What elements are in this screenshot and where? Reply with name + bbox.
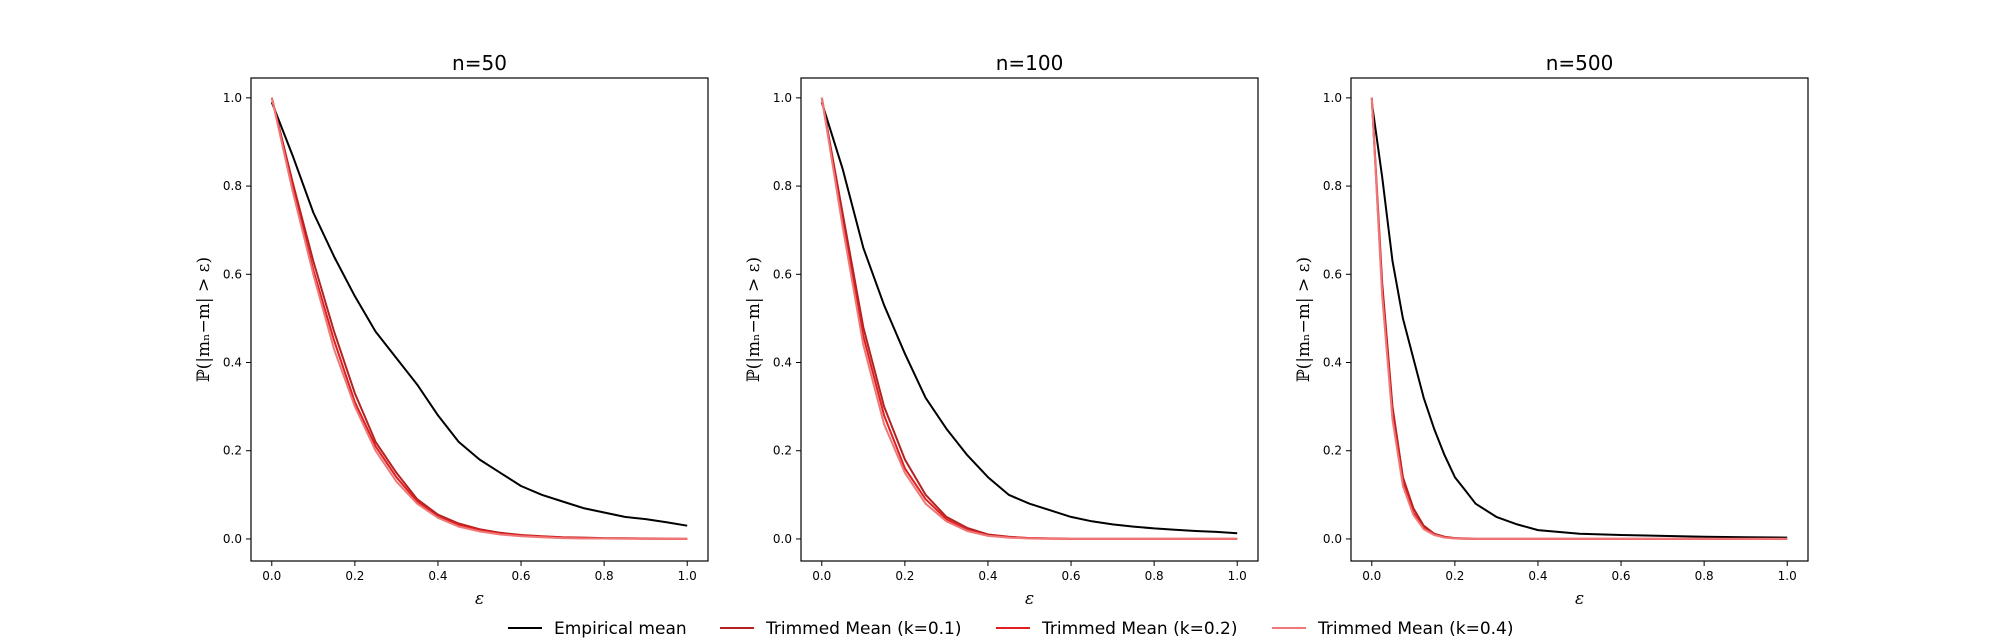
series-line-2	[820, 97, 1238, 540]
x-tick-label: 0.2	[895, 569, 914, 583]
series-line-3	[1370, 97, 1788, 540]
x-tick-label: 0.2	[1445, 569, 1464, 583]
series-line-3	[820, 97, 1238, 540]
y-tick-label: 1.0	[1323, 91, 1342, 105]
y-tick-label: 0.0	[773, 532, 792, 546]
panel-2: n=100 0.0 0.2 0.4 0.6 0.8 1.0 0.0 0.2 0.4 0.6 0.8 1.…	[744, 51, 1259, 609]
plot-frame	[1350, 77, 1809, 562]
legend-item: Trimmed Mean (k=0.4)	[1272, 619, 1513, 639]
x-axis-label: ε	[1575, 589, 1584, 609]
panel-3: n=500 0.0 0.2 0.4 0.6 0.8 1.0 0.0 0.2 0.4 0.6 0.8 1.…	[1294, 51, 1809, 609]
legend-item: Empirical mean	[508, 619, 687, 639]
panel-title: n=100	[996, 51, 1064, 75]
y-tick-label: 0.4	[773, 356, 792, 370]
x-tick-label: 0.4	[978, 569, 997, 583]
y-tick-label: 0.8	[223, 179, 242, 193]
y-axis-label: ℙ(|mₙ−m| > ε)	[194, 257, 214, 382]
plot-frame	[800, 77, 1259, 562]
series-line-1	[820, 102, 1238, 535]
y-tick-label: 0.2	[773, 444, 792, 458]
x-tick-label: 1.0	[678, 569, 697, 583]
legend-item: Trimmed Mean (k=0.2)	[996, 619, 1237, 639]
panels: n=50 0.0 0.2 0.4 0.6 0.8 1.0 0.0 0.2 0.4 0.6 0.8 1.0…	[194, 51, 1809, 609]
x-tick-label: 0.8	[595, 569, 614, 583]
x-tick-label: 1.0	[1228, 569, 1247, 583]
x-tick-label: 0.6	[511, 569, 530, 583]
y-tick-label: 0.4	[1323, 356, 1342, 370]
y-tick-label: 1.0	[223, 91, 242, 105]
panel-1: n=50 0.0 0.2 0.4 0.6 0.8 1.0 0.0 0.2 0.4 0.6 0.8 1.0…	[194, 51, 709, 609]
panel-title: n=500	[1546, 51, 1614, 75]
panel-title: n=50	[452, 51, 507, 75]
legend-label: Trimmed Mean (k=0.4)	[1317, 619, 1513, 639]
x-tick-label: 0.6	[1611, 569, 1630, 583]
x-tick-label: 0.8	[1145, 569, 1164, 583]
y-tick-label: 0.2	[223, 444, 242, 458]
x-axis-label: ε	[475, 589, 484, 609]
x-tick-label: 0.0	[1362, 569, 1381, 583]
series-line-4	[270, 97, 688, 540]
y-tick-label: 0.8	[773, 179, 792, 193]
series-line-4	[820, 97, 1238, 540]
series-line-2	[1370, 97, 1788, 540]
y-axis-label: ℙ(|mₙ−m| > ε)	[744, 257, 764, 382]
x-tick-label: 0.8	[1695, 569, 1714, 583]
y-tick-label: 0.0	[223, 532, 242, 546]
x-tick-label: 0.6	[1061, 569, 1080, 583]
series-line-1	[270, 101, 688, 527]
series-line-2	[270, 97, 688, 540]
legend: Empirical mean Trimmed Mean (k=0.1) Trimme…	[508, 619, 1513, 639]
x-tick-label: 1.0	[1778, 569, 1797, 583]
y-tick-label: 0.0	[1323, 532, 1342, 546]
series-line-3	[270, 97, 688, 540]
y-axis-label: ℙ(|mₙ−m| > ε)	[1294, 257, 1314, 382]
y-tick-label: 0.4	[223, 356, 242, 370]
x-tick-label: 0.0	[262, 569, 281, 583]
legend-label: Trimmed Mean (k=0.2)	[1041, 619, 1237, 639]
legend-label: Trimmed Mean (k=0.1)	[765, 619, 961, 639]
legend-label: Empirical mean	[554, 619, 687, 639]
y-tick-label: 0.2	[1323, 444, 1342, 458]
x-axis-label: ε	[1025, 589, 1034, 609]
x-tick-label: 0.4	[1528, 569, 1547, 583]
y-tick-label: 1.0	[773, 91, 792, 105]
series-line-4	[1370, 97, 1788, 540]
series-line-1	[1370, 102, 1788, 539]
plot-frame	[250, 77, 709, 562]
legend-item: Trimmed Mean (k=0.1)	[720, 619, 961, 639]
x-tick-label: 0.2	[345, 569, 364, 583]
y-tick-label: 0.6	[223, 267, 242, 281]
x-tick-label: 0.4	[428, 569, 447, 583]
y-tick-label: 0.6	[773, 267, 792, 281]
x-tick-label: 0.0	[812, 569, 831, 583]
y-tick-label: 0.8	[1323, 179, 1342, 193]
y-tick-label: 0.6	[1323, 267, 1342, 281]
